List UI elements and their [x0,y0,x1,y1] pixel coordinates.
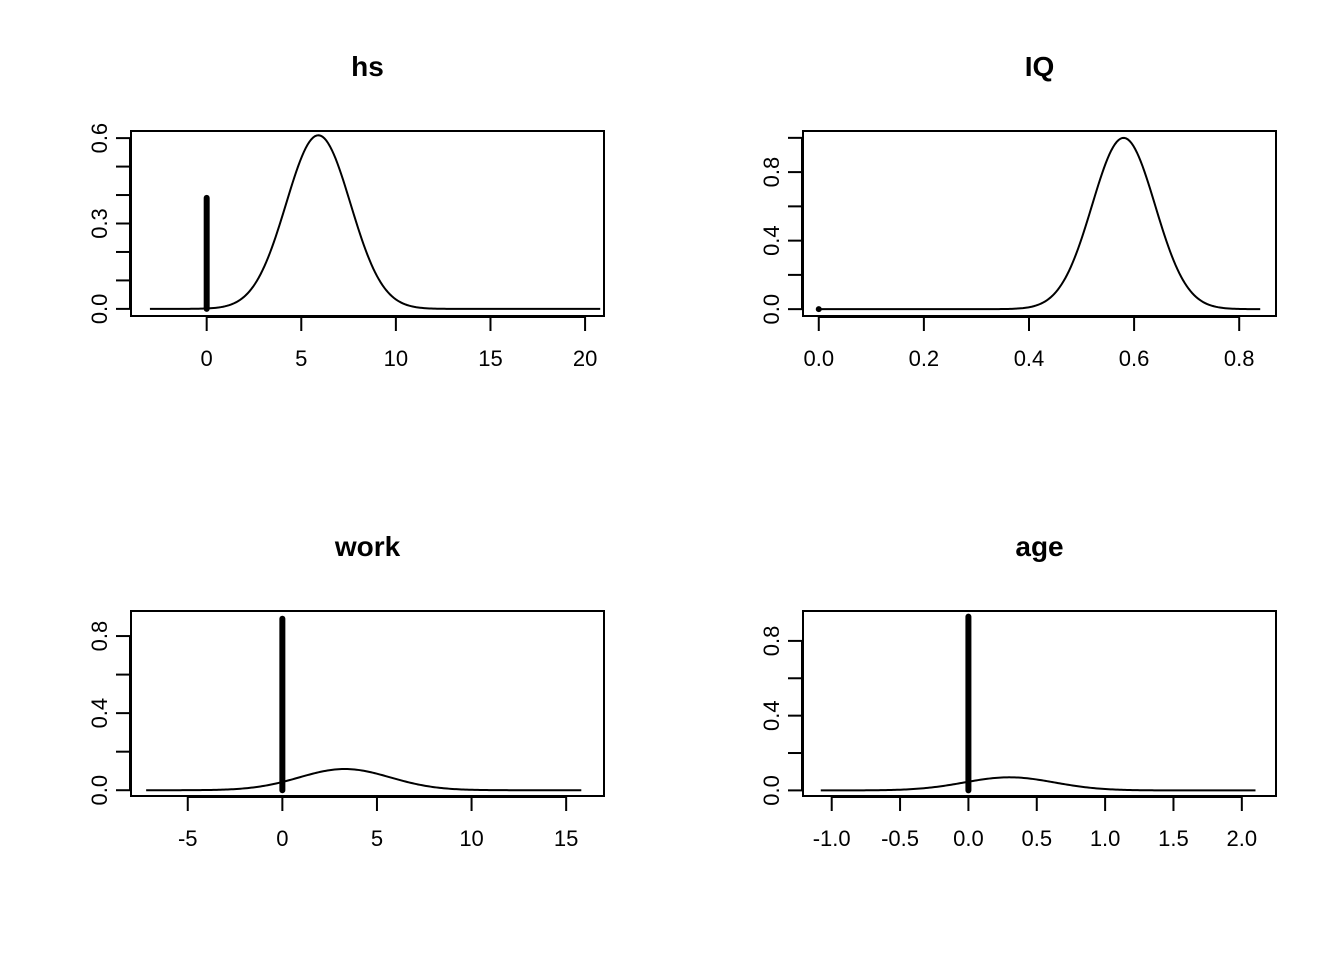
x-tick-label: 1.5 [1158,826,1189,851]
y-tick-label: 0.0 [87,294,112,325]
chart-panel-hs: hs 0 5 10 15 20 0.0 0.3 0.6 [87,51,605,371]
x-tick-label: 10 [459,826,483,851]
x-tick-label: 10 [384,346,408,371]
x-tick-label: -5 [178,826,198,851]
plot-frame [130,610,605,797]
x-tick-label: 0.6 [1119,346,1150,371]
y-tick-label: 0.8 [759,157,784,188]
density-curve [149,134,601,310]
chart-panel-age: age -1.0 -0.5 0.0 0.5 1.0 1.5 2.0 0.0 0.4 0.8 [759,531,1277,851]
chart-title: work [334,531,401,562]
y-tick-label: 0.6 [87,123,112,154]
x-tick-label: 0 [201,346,213,371]
y-tick-label: 0.4 [759,700,784,731]
x-tick-label: 0.8 [1224,346,1255,371]
x-tick-label: 0.0 [953,826,984,851]
x-tick-label: 15 [554,826,578,851]
x-tick-label: 2.0 [1227,826,1258,851]
y-tick-label: 0.4 [759,225,784,256]
density-curve [146,768,582,792]
density-curve [820,776,1256,792]
y-tick-label: 0.0 [759,294,784,325]
chart-title: IQ [1025,51,1055,82]
x-tick-label: 0.2 [909,346,940,371]
plot-frame [802,610,1277,797]
chart-title: age [1015,531,1063,562]
plot-frame [130,130,605,317]
chart-panel-work: work -5 0 5 10 15 0.0 0.4 0.8 [87,531,605,851]
y-tick-label: 0.8 [87,621,112,652]
y-tick-label: 0.8 [759,626,784,657]
x-tick-label: 0.5 [1021,826,1052,851]
y-tick-label: 0.3 [87,208,112,239]
x-tick-label: -0.5 [881,826,919,851]
x-tick-label: 5 [295,346,307,371]
x-tick-label: 1.0 [1090,826,1121,851]
x-tick-label: -1.0 [813,826,851,851]
plot-frame [802,130,1277,317]
x-tick-label: 15 [478,346,502,371]
x-tick-label: 5 [371,826,383,851]
y-tick-label: 0.4 [87,698,112,729]
chart-panel-IQ: IQ 0.0 0.2 0.4 0.6 0.8 0.0 0.4 0.8 [759,51,1277,371]
chart-title: hs [351,51,384,82]
zero-spike [815,306,822,313]
x-tick-label: 0 [276,826,288,851]
density-curve [818,136,1261,311]
x-tick-label: 20 [573,346,597,371]
y-tick-label: 0.0 [759,775,784,806]
y-tick-label: 0.0 [87,775,112,806]
x-tick-label: 0.0 [803,346,834,371]
x-tick-label: 0.4 [1014,346,1045,371]
